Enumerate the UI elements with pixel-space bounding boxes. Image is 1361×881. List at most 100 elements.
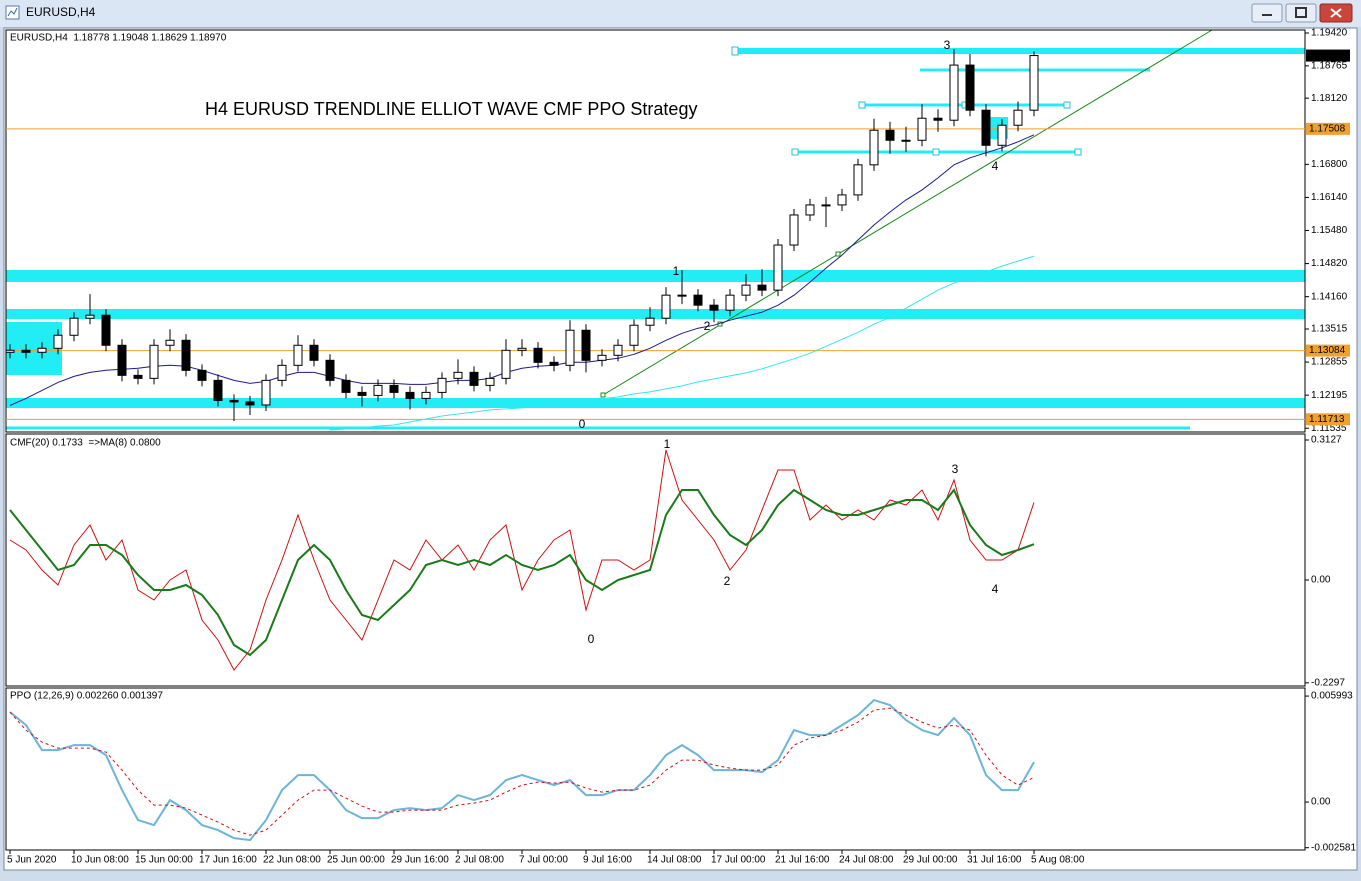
- candle-body: [533, 347, 543, 363]
- candle-body: [21, 349, 31, 353]
- candle-body: [949, 64, 959, 121]
- drawn-handle: [731, 46, 739, 56]
- indicator-line: [9, 707, 1035, 836]
- candle-body: [917, 117, 927, 141]
- candle-body: [117, 344, 127, 376]
- candle-body: [885, 129, 895, 141]
- indicator-line: [9, 134, 1035, 406]
- candle-body: [1029, 55, 1039, 111]
- x-tick-label: 25 Jun 00:00: [327, 855, 385, 866]
- candle-body: [693, 294, 703, 306]
- candle-body: [373, 384, 383, 396]
- wave-label: 0: [579, 417, 586, 431]
- y-tick-label: 1.18120: [1311, 93, 1348, 104]
- candle-body: [421, 391, 431, 399]
- drawn-handle: [1074, 148, 1082, 156]
- indicator-line: [9, 488, 1035, 657]
- candle-body: [101, 314, 111, 346]
- candle-body: [341, 379, 351, 393]
- candle-body: [133, 374, 143, 379]
- x-tick-label: 17 Jul 00:00: [711, 855, 766, 866]
- maximize-button[interactable]: [1285, 3, 1317, 23]
- x-tick-label: 29 Jun 16:00: [391, 855, 449, 866]
- candle-body: [453, 371, 463, 379]
- y-tick-label: 0.3127: [1311, 435, 1342, 446]
- y-tick-label: 1.16800: [1311, 159, 1348, 170]
- pane-header: PPO (12,26,9) 0.002260 0.001397: [10, 691, 163, 702]
- x-tick-label: 15 Jun 00:00: [135, 855, 193, 866]
- y-tick-label: 1.13515: [1311, 324, 1348, 335]
- level-label: 1.13084: [1309, 345, 1346, 356]
- candle-body: [789, 214, 799, 246]
- candle-body: [757, 284, 767, 291]
- candle-body: [485, 377, 495, 386]
- x-tick-label: 14 Jul 08:00: [647, 855, 702, 866]
- minimize-button[interactable]: [1251, 3, 1283, 23]
- wave-label: 2: [704, 319, 711, 333]
- drawings: [6, 29, 1305, 430]
- candle-body: [597, 354, 607, 361]
- window-title: EURUSD,H4: [26, 5, 96, 19]
- candle-body: [293, 344, 303, 366]
- y-tick-label: 1.18765: [1311, 60, 1348, 71]
- pane-border: [5, 29, 1306, 433]
- candle-body: [37, 347, 47, 353]
- candle-body: [165, 339, 175, 346]
- y-tick-label: -0.002581: [1311, 842, 1356, 853]
- candle-body: [549, 361, 559, 366]
- level-label-box: [1306, 49, 1350, 62]
- pane-border: [5, 687, 1306, 851]
- candle-body: [1013, 109, 1023, 126]
- candle-body: [245, 401, 255, 406]
- y-tick-label: 1.19420: [1311, 28, 1348, 39]
- window-icon-graph: [7, 7, 18, 17]
- candle-body: [853, 164, 863, 196]
- x-tick-label: 21 Jul 16:00: [775, 855, 830, 866]
- level-label-box: [1306, 413, 1350, 426]
- zone-box: [6, 322, 62, 375]
- candle-body: [645, 317, 655, 326]
- x-tick-label: 5 Aug 08:00: [1031, 855, 1085, 866]
- y-tick-label: 1.15480: [1311, 225, 1348, 236]
- x-tick-label: 17 Jun 16:00: [199, 855, 257, 866]
- x-tick-label: 9 Jul 16:00: [583, 855, 632, 866]
- level-label-box: [1306, 344, 1350, 357]
- x-tick-label: 10 Jun 08:00: [71, 855, 129, 866]
- trendline-handle: [835, 251, 841, 257]
- candle-body: [661, 294, 671, 319]
- candle-body: [709, 304, 719, 311]
- wave-label: 4: [992, 159, 999, 173]
- x-tick-label: 22 Jun 08:00: [263, 855, 321, 866]
- candle-body: [469, 371, 479, 386]
- candle-body: [869, 129, 879, 166]
- pane-header: EURUSD,H4 1.18778 1.19048 1.18629 1.1897…: [10, 33, 227, 44]
- x-tick-label: 24 Jul 08:00: [839, 855, 894, 866]
- trendline-handle: [600, 392, 606, 398]
- zone-band: [6, 270, 1305, 282]
- level-label: 1.18970: [1309, 50, 1346, 61]
- level-label-box: [1306, 122, 1350, 135]
- candle-body: [629, 324, 639, 346]
- wave-label: 2: [724, 574, 731, 588]
- candle-body: [933, 117, 943, 121]
- y-tick-label: 1.16140: [1311, 192, 1348, 203]
- candle-body: [309, 344, 319, 361]
- candle-body: [261, 379, 271, 406]
- candle-body: [965, 64, 975, 111]
- x-tick-label: 2 Jul 08:00: [455, 855, 504, 866]
- y-tick-label: 0.00: [1311, 575, 1331, 586]
- x-tick-label: 5 Jun 2020: [7, 855, 57, 866]
- wave-label: 4: [992, 582, 999, 596]
- chart-title: H4 EURUSD TRENDLINE ELLIOT WAVE CMF PPO …: [205, 99, 697, 119]
- wave-label: 3: [944, 38, 951, 52]
- y-tick-label: 1.12195: [1311, 390, 1348, 401]
- candle-body: [565, 329, 575, 366]
- candle-body: [85, 314, 95, 319]
- candle-body: [677, 294, 687, 297]
- candle-body: [277, 364, 287, 381]
- candle-body: [357, 391, 367, 396]
- title-bar: [0, 0, 1361, 27]
- maximize-glyph: [1295, 7, 1307, 18]
